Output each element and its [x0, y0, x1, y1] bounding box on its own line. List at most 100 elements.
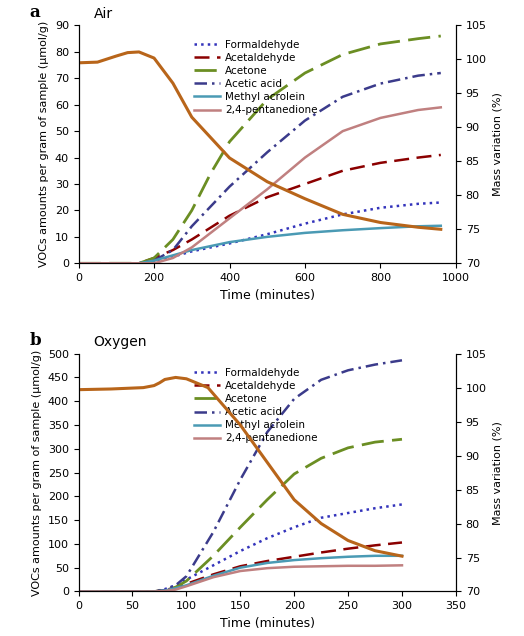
- Methyl acrolein: [170, 251, 176, 259]
- Acetic acid: [210, 529, 216, 536]
- Methyl acrolein: [377, 225, 384, 232]
- Methyl acrolein: [75, 259, 82, 267]
- Acetic acid: [264, 428, 270, 436]
- Acetone: [237, 523, 244, 531]
- Acetaldehyde: [151, 254, 157, 262]
- Acetone: [210, 552, 216, 560]
- Acetic acid: [415, 72, 421, 80]
- 2,4-pentanedione: [226, 214, 233, 222]
- Acetaldehyde: [136, 259, 142, 267]
- Acetic acid: [399, 357, 405, 364]
- 2,4-pentanedione: [302, 154, 308, 162]
- 2,4-pentanedione: [136, 259, 142, 267]
- Acetaldehyde: [291, 553, 297, 560]
- Methyl acrolein: [183, 581, 190, 589]
- Acetic acid: [170, 246, 176, 254]
- 2,4-pentanedione: [318, 562, 324, 570]
- Acetaldehyde: [302, 180, 308, 188]
- Y-axis label: Mass variation (%): Mass variation (%): [492, 420, 502, 525]
- Methyl acrolein: [136, 259, 142, 267]
- Y-axis label: VOCs amounts per gram of sample (μmol/g): VOCs amounts per gram of sample (μmol/g): [32, 349, 42, 596]
- Formaldehyde: [183, 576, 190, 583]
- Acetaldehyde: [210, 570, 216, 578]
- Formaldehyde: [151, 588, 157, 595]
- Legend: Formaldehyde, Acetaldehyde, Acetone, Acetic acid, Methyl acrolein, 2,4-pentanedi: Formaldehyde, Acetaldehyde, Acetone, Ace…: [190, 36, 322, 120]
- Line: Methyl acrolein: Methyl acrolein: [79, 556, 402, 591]
- Acetaldehyde: [75, 588, 82, 595]
- 2,4-pentanedione: [264, 564, 270, 572]
- Acetic acid: [162, 586, 168, 594]
- 2,4-pentanedione: [210, 574, 216, 581]
- Acetone: [264, 496, 270, 504]
- Acetone: [438, 32, 444, 40]
- Methyl acrolein: [438, 222, 444, 230]
- Acetone: [415, 35, 421, 43]
- Acetone: [189, 207, 195, 214]
- Text: Oxygen: Oxygen: [94, 335, 147, 349]
- Methyl acrolein: [399, 552, 405, 560]
- Methyl acrolein: [189, 246, 195, 254]
- 2,4-pentanedione: [162, 587, 168, 595]
- Line: Acetic acid: Acetic acid: [79, 361, 402, 591]
- Acetaldehyde: [172, 584, 179, 591]
- Formaldehyde: [415, 200, 421, 207]
- Acetone: [264, 95, 270, 103]
- Acetic acid: [237, 476, 244, 483]
- Formaldehyde: [264, 534, 270, 542]
- 2,4-pentanedione: [189, 244, 195, 251]
- Line: Acetic acid: Acetic acid: [79, 73, 441, 263]
- Acetaldehyde: [226, 212, 233, 219]
- Methyl acrolein: [340, 226, 346, 234]
- Line: 2,4-pentanedione: 2,4-pentanedione: [79, 107, 441, 263]
- Acetone: [75, 588, 82, 595]
- Methyl acrolein: [210, 572, 216, 579]
- Acetone: [318, 455, 324, 462]
- Acetic acid: [340, 93, 346, 100]
- 2,4-pentanedione: [151, 259, 157, 267]
- Acetone: [399, 436, 405, 443]
- Acetaldehyde: [340, 167, 346, 175]
- Acetic acid: [151, 588, 157, 595]
- Acetaldehyde: [162, 586, 168, 594]
- Acetic acid: [172, 581, 179, 589]
- Acetaldehyde: [183, 580, 190, 588]
- Acetic acid: [226, 183, 233, 190]
- Acetaldehyde: [345, 545, 351, 553]
- Methyl acrolein: [151, 588, 157, 595]
- Line: Formaldehyde: Formaldehyde: [79, 202, 441, 263]
- Formaldehyde: [372, 504, 378, 512]
- 2,4-pentanedione: [372, 562, 378, 570]
- Acetic acid: [291, 395, 297, 403]
- Formaldehyde: [438, 198, 444, 206]
- Y-axis label: Mass variation (%): Mass variation (%): [492, 92, 502, 197]
- Line: Acetone: Acetone: [79, 36, 441, 263]
- 2,4-pentanedione: [377, 114, 384, 121]
- Formaldehyde: [210, 562, 216, 569]
- Acetone: [183, 577, 190, 585]
- 2,4-pentanedione: [183, 583, 190, 590]
- Methyl acrolein: [75, 588, 82, 595]
- Acetaldehyde: [377, 159, 384, 167]
- Formaldehyde: [291, 523, 297, 531]
- Methyl acrolein: [372, 552, 378, 560]
- Formaldehyde: [377, 204, 384, 212]
- Acetone: [226, 138, 233, 146]
- Acetaldehyde: [415, 154, 421, 162]
- Line: Acetone: Acetone: [79, 439, 402, 591]
- Formaldehyde: [170, 253, 176, 261]
- Methyl acrolein: [264, 559, 270, 567]
- 2,4-pentanedione: [291, 563, 297, 570]
- Formaldehyde: [172, 581, 179, 589]
- Formaldehyde: [399, 501, 405, 508]
- X-axis label: Time (minutes): Time (minutes): [220, 289, 315, 301]
- Acetaldehyde: [75, 259, 82, 267]
- Acetic acid: [75, 259, 82, 267]
- Acetic acid: [438, 69, 444, 77]
- Acetaldehyde: [189, 236, 195, 244]
- Methyl acrolein: [291, 556, 297, 564]
- Formaldehyde: [136, 259, 142, 267]
- Formaldehyde: [302, 220, 308, 228]
- Line: 2,4-pentanedione: 2,4-pentanedione: [79, 565, 402, 591]
- Acetic acid: [136, 259, 142, 267]
- Formaldehyde: [237, 547, 244, 555]
